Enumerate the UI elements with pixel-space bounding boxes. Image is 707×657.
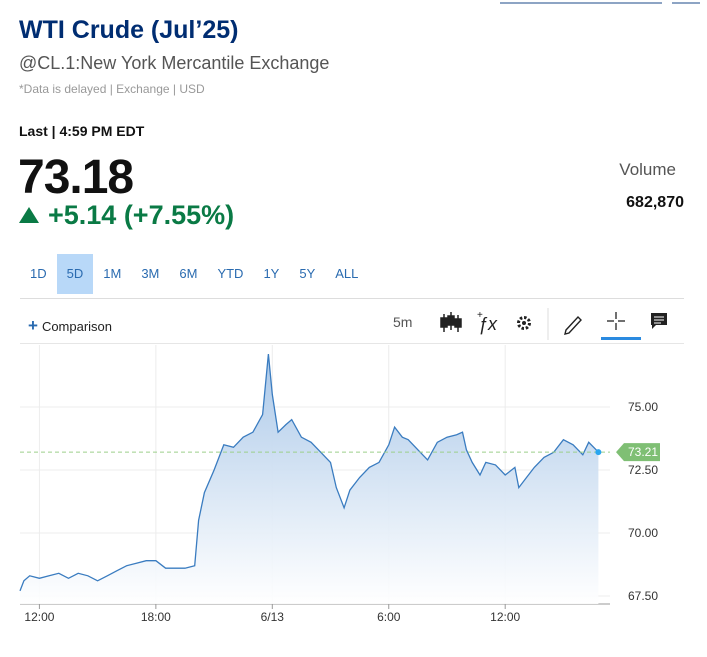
up-arrow <box>19 207 39 223</box>
comment-icon[interactable] <box>651 313 667 329</box>
y-tick-label: 72.50 <box>628 463 658 477</box>
title: WTI Crude (Jul’25) <box>19 16 239 44</box>
symbol: @CL.1:New York Mercantile Exchange <box>19 53 330 73</box>
x-tick-label: 12:00 <box>24 610 54 624</box>
divider <box>20 343 684 344</box>
interval-button[interactable]: 5m <box>393 314 413 330</box>
draw-icon[interactable] <box>564 315 582 335</box>
x-tick-label: 18:00 <box>141 610 171 624</box>
y-tick-label: 70.00 <box>628 526 658 540</box>
last-point <box>595 449 602 456</box>
fx-icon-plus: + <box>477 310 483 321</box>
last-label: Last | 4:59 PM EDT <box>19 123 145 139</box>
active-tool-underline <box>601 337 641 340</box>
area <box>20 354 599 604</box>
x-tick-label: 12:00 <box>490 610 520 624</box>
candles-icon[interactable] <box>440 312 462 332</box>
comparison-button[interactable]: + Comparison <box>28 316 113 335</box>
comparison-label: Comparison <box>41 319 113 334</box>
volume-label: Volume <box>619 160 676 179</box>
note: *Data is delayed | Exchange | USD <box>19 82 205 96</box>
price: 73.18 <box>18 151 134 204</box>
range-tab[interactable]: 6M <box>179 266 198 281</box>
volume: 682,870 <box>626 194 684 211</box>
crosshair-icon[interactable] <box>607 312 625 330</box>
divider <box>20 298 684 299</box>
change: +5.14 (+7.55%) <box>48 200 235 230</box>
range-tab[interactable]: 1D <box>30 266 47 281</box>
range-tab[interactable]: YTD <box>217 266 244 281</box>
range-tab[interactable]: ALL <box>335 266 359 281</box>
x-tick-label: 6/13 <box>261 610 285 624</box>
range-tab[interactable]: 5D <box>56 254 94 294</box>
range-tab[interactable]: 1Y <box>263 266 280 281</box>
settings-icon[interactable] <box>517 316 531 330</box>
range-tabs: 1D 5D 1M 3M 6M YTD 1Y 5Y ALL <box>20 254 368 294</box>
range-tab[interactable]: 5Y <box>299 266 316 281</box>
price-line <box>19 354 599 592</box>
last-price-label: 73.21 <box>628 445 658 459</box>
y-tick-label: 75.00 <box>628 400 658 414</box>
y-tick-label: 67.50 <box>628 589 658 603</box>
range-tab[interactable]: 1M <box>103 266 122 281</box>
x-tick-label: 6:00 <box>377 610 401 624</box>
range-tab[interactable]: 3M <box>141 266 160 281</box>
last-price-tag <box>616 443 660 462</box>
fx-icon[interactable]: ƒx <box>478 314 498 334</box>
